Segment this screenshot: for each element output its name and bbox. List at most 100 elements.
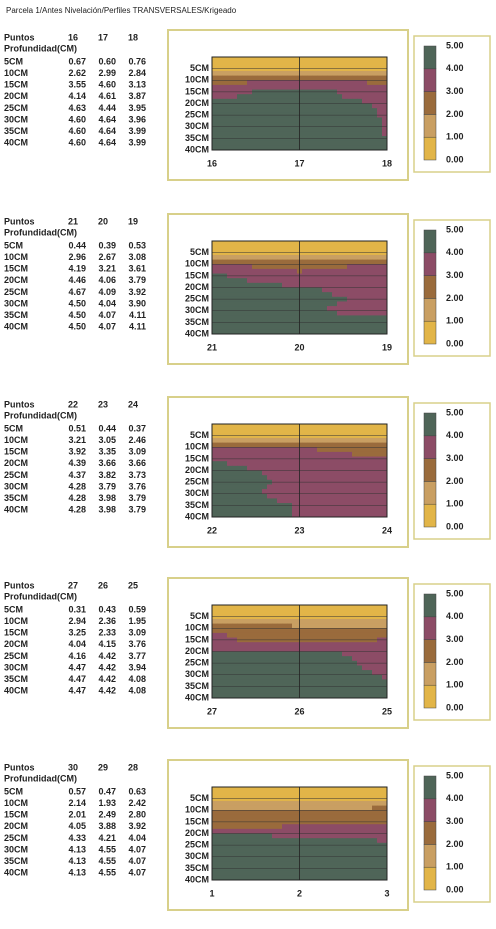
contour-cell [287,814,293,820]
contour-cell [312,461,318,467]
contour-cell [232,428,238,434]
contour-cell [352,512,358,518]
contour-cell [242,241,248,247]
contour-cell [282,814,288,820]
contour-cell [287,656,293,662]
contour-cell [317,447,323,453]
contour-cell [332,847,338,853]
contour-cell [267,140,273,146]
contour-cell [372,70,378,76]
contour-cell [212,324,218,330]
contour-cell [382,810,388,816]
contour-cell [332,623,338,629]
contour-cell [247,465,253,471]
contour-cell [227,833,233,839]
contour-cell [337,424,343,430]
contour-cell [267,609,273,615]
contour-cell [212,628,218,634]
contour-cell [252,814,258,820]
contour-cell [307,259,313,265]
contour-cell [287,475,293,481]
x-tick-label: 19 [382,342,392,352]
contour-cell [302,875,308,881]
contour-cell [342,80,348,86]
contour-cell [327,268,333,274]
contour-cell [367,656,373,662]
points-label: Puntos [4,399,35,409]
contour-cell [287,824,293,830]
contour-cell [292,618,298,624]
contour-cell [272,498,278,504]
contour-cell [242,493,248,499]
contour-cell [312,693,318,699]
contour-cell [307,856,313,862]
contour-cell [267,57,273,63]
contour-cell [327,254,333,260]
depth: 15CM [4,628,28,638]
contour-cell [342,791,348,797]
contour-cell [257,126,263,132]
contour-cell [367,57,373,63]
contour-cell [337,442,343,448]
contour-cell [382,461,388,467]
contour-cell [307,791,313,797]
contour-cell [347,447,353,453]
contour-cell [242,651,248,657]
contour-cell [317,670,323,676]
contour-cell [252,131,258,137]
contour-cell [352,98,358,104]
contour-cell [257,475,263,481]
cell-value: 3.99 [128,138,146,148]
contour-cell [357,324,363,330]
contour-cell [357,512,363,518]
contour-cell [382,646,388,652]
contour-cell [322,282,328,288]
contour-cell [352,824,358,830]
contour-cell [362,828,368,834]
contour-cell [382,498,388,504]
contour-cell [337,437,343,443]
contour-cell [272,852,278,858]
contour-cell [247,94,253,100]
contour-cell [317,810,323,816]
contour-cell [282,145,288,151]
contour-cell [227,103,233,109]
contour-cell [337,131,343,137]
contour-cell [252,475,258,481]
contour-cell [337,108,343,114]
contour-cell [277,800,283,806]
contour-cell [322,292,328,298]
contour-cell [252,447,258,453]
cell-value: 3.92 [128,821,146,831]
contour-cell [327,805,333,811]
contour-cell [232,609,238,615]
contour-cell [247,651,253,657]
contour-cell [332,498,338,504]
y-tick-label: 10CM [185,259,209,269]
contour-cell [382,470,388,476]
contour-cell [312,278,318,284]
contour-cell [362,98,368,104]
contour-cell [317,94,323,100]
contour-cell [372,688,378,694]
contour-cell [252,861,258,867]
contour-cell [272,791,278,797]
contour-cell [317,605,323,611]
contour-cell [227,805,233,811]
contour-cell [232,108,238,114]
contour-cell [322,489,328,495]
contour-cell [377,57,383,63]
contour-cell [247,861,253,867]
contour-cell [302,838,308,844]
contour-cell [342,875,348,881]
contour-cell [332,870,338,876]
cell-value: 4.07 [128,844,146,854]
contour-cell [302,254,308,260]
depth-label: Profundidad(CM) [4,773,77,783]
contour-cell [212,693,218,699]
contour-cell [337,824,343,830]
contour-cell [237,847,243,853]
contour-cell [302,800,308,806]
contour-cell [302,145,308,151]
contour-cell [352,140,358,146]
